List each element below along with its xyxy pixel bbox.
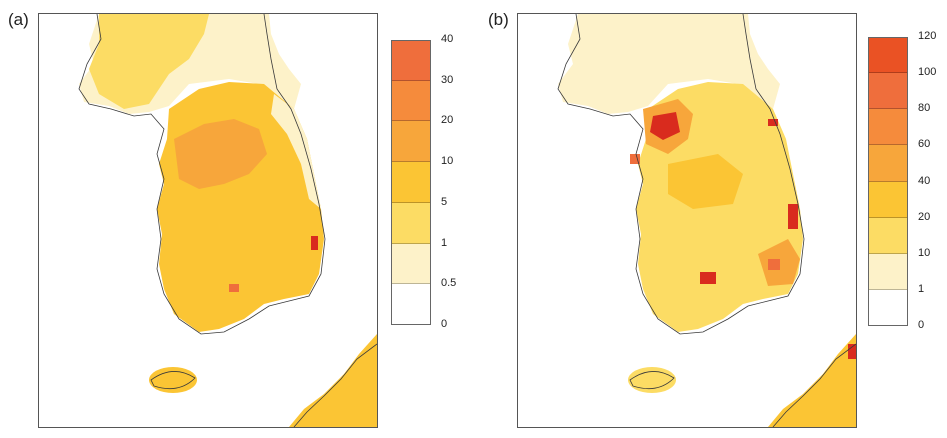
japan-region <box>289 334 377 427</box>
japan-hot <box>848 344 856 359</box>
coastline-japan <box>293 343 377 427</box>
colorbar-tick-label: 1 <box>441 236 448 249</box>
west-coast-high <box>630 154 640 164</box>
colorbar-tick-label: 5 <box>441 195 448 208</box>
map-a-svg <box>78 14 377 427</box>
colorbar-tick-label: 60 <box>918 138 931 151</box>
jeju-island <box>628 367 676 393</box>
seoul-core <box>650 112 680 140</box>
colorbar-tick-label: 100 <box>918 66 937 79</box>
colorbar-box <box>868 253 908 290</box>
colorbar-tick-label: 1 <box>918 282 925 295</box>
colorbar-box <box>391 80 431 122</box>
colorbar-tick-label: 10 <box>918 246 931 259</box>
map-panel-b <box>517 13 857 428</box>
pohang-hot <box>768 119 778 126</box>
busan-hot <box>700 272 716 284</box>
colorbar-tick-label: 30 <box>441 73 454 86</box>
colorbar-tick-label: 20 <box>918 210 931 223</box>
colorbar-tick-label: 0 <box>441 318 448 330</box>
north-korea-patches <box>89 14 209 109</box>
ulsan-hot <box>311 236 318 250</box>
colorbar-box <box>868 217 908 254</box>
jeju-island <box>149 367 197 393</box>
colorbar-b: 120 100 80 60 40 20 10 1 0 <box>868 30 947 331</box>
colorbar-frame <box>868 37 908 326</box>
south-korea-region <box>157 82 324 332</box>
colorbar-tick-label: 0.5 <box>441 277 457 290</box>
coastline-jeju <box>629 371 675 390</box>
colorbar-box <box>391 202 431 244</box>
ulsan-hot <box>788 204 798 229</box>
panel-b-label: (b) <box>488 10 509 29</box>
map-panel-a <box>38 13 378 428</box>
colorbar-tick-label: 80 <box>918 102 931 115</box>
colorbar-box <box>391 162 431 203</box>
busan-hot <box>229 284 239 292</box>
colorbar-box <box>868 109 908 146</box>
colorbar-box <box>868 73 908 110</box>
map-b-svg <box>557 14 856 427</box>
panel-a-label: (a) <box>8 10 29 29</box>
colorbar-box <box>868 145 908 182</box>
coastline-japan <box>772 343 856 427</box>
colorbar-tick-label: 40 <box>441 33 454 45</box>
coastline <box>78 14 326 335</box>
colorbar-box <box>391 40 431 81</box>
colorbar-tick-label: 40 <box>918 174 931 187</box>
colorbar-tick-label: 120 <box>918 30 937 42</box>
colorbar-box <box>868 37 908 74</box>
colorbar-a: 40 30 20 10 5 1 0.5 0 <box>391 33 471 330</box>
coastline-jeju <box>150 371 196 390</box>
japan-region <box>768 334 856 427</box>
colorbar-box <box>391 243 431 285</box>
central-patches <box>668 154 743 209</box>
colorbar-box <box>391 284 431 325</box>
coastline <box>557 14 805 335</box>
colorbar-tick-label: 10 <box>441 155 454 168</box>
colorbar-box <box>391 121 431 163</box>
south-korea-east-pale <box>271 94 321 209</box>
colorbar-tick-label: 0 <box>918 319 925 331</box>
north-korea-region <box>558 14 780 114</box>
colorbar-frame <box>391 40 431 325</box>
central-highs <box>174 119 267 189</box>
colorbar-box <box>868 181 908 218</box>
gwangyang-high <box>768 259 780 270</box>
colorbar-box <box>868 289 908 326</box>
colorbar-tick-label: 20 <box>441 114 454 127</box>
